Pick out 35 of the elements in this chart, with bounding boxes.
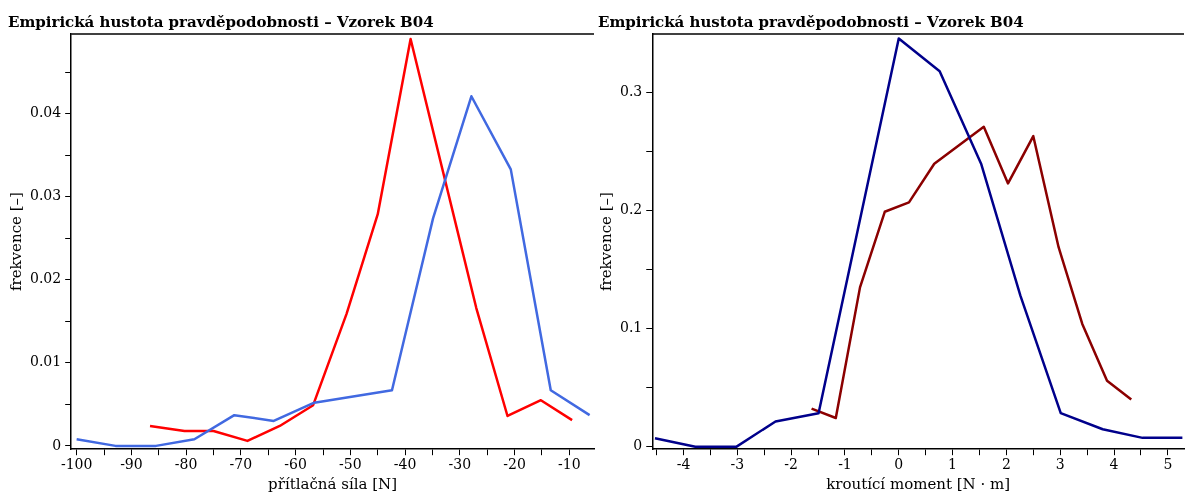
x-tick-label: 1: [948, 456, 958, 473]
x-tick-label: -3: [730, 456, 745, 473]
x-axis-title: přítlačná síla [N]: [268, 474, 398, 493]
y-tick-label: 0.01: [30, 353, 62, 370]
y-tick-label: 0: [52, 436, 62, 453]
x-tick-label: -1: [838, 456, 852, 473]
x-tick-label: 3: [1055, 456, 1065, 473]
x-tick-label: -2: [784, 456, 798, 473]
x-tick-label: -20: [503, 456, 526, 473]
y-tick-label: 0.3: [620, 83, 643, 100]
y-axis-title: frekvence [–]: [596, 192, 615, 292]
x-tick-label: 4: [1109, 456, 1119, 473]
x-tick-label: -4: [676, 456, 691, 473]
x-tick-label: -80: [174, 456, 198, 473]
y-tick-label: 0.03: [30, 187, 62, 204]
x-tick-label: -40: [393, 456, 417, 473]
x-tick-label: -30: [448, 456, 472, 473]
x-tick-label: -90: [120, 456, 143, 473]
y-axis-title: frekvence [–]: [6, 192, 25, 292]
y-tick-label: 0: [633, 437, 643, 454]
chart-title: Empirická hustota pravděpodobnosti – Vzorek B04: [8, 12, 434, 31]
chart-title: Empirická hustota pravděpodobnosti – Vzorek B04: [598, 12, 1024, 31]
x-tick-label: 5: [1163, 456, 1173, 473]
y-tick-label: 0.02: [30, 270, 62, 287]
x-tick-label: 0: [894, 456, 904, 473]
x-tick-label: 2: [1001, 456, 1011, 473]
x-tick-label: -60: [284, 456, 307, 473]
y-tick-label: 0.1: [620, 319, 643, 336]
y-tick-label: 0.04: [30, 104, 62, 121]
x-tick-label: -50: [339, 456, 362, 473]
x-axis-title: kroutící moment [N · m]: [826, 474, 1011, 493]
x-tick-label: -70: [229, 456, 253, 473]
y-tick-label: 0.2: [620, 201, 643, 218]
x-tick-label: -100: [60, 456, 93, 473]
x-tick-label: -10: [558, 456, 581, 473]
